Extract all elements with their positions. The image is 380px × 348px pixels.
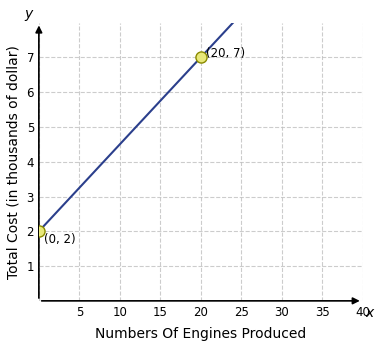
Text: y: y: [24, 7, 32, 21]
Text: (0, 2): (0, 2): [44, 234, 75, 246]
Text: x: x: [365, 306, 373, 320]
Text: (20, 7): (20, 7): [206, 47, 245, 61]
X-axis label: Numbers Of Engines Produced: Numbers Of Engines Produced: [95, 327, 306, 341]
Y-axis label: Total Cost (in thousands of dollar): Total Cost (in thousands of dollar): [7, 45, 21, 279]
